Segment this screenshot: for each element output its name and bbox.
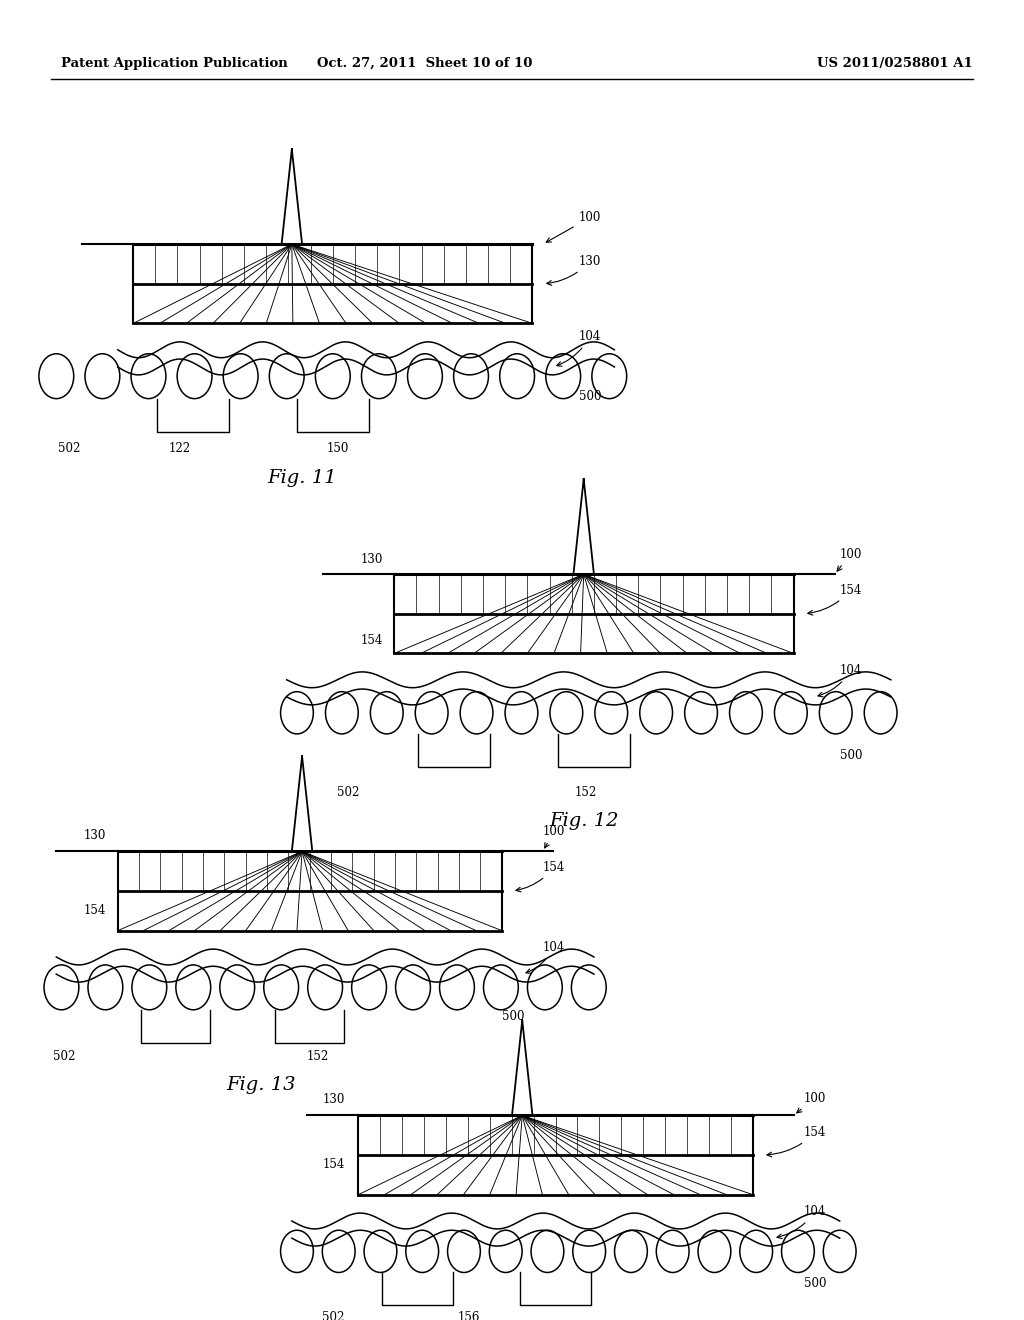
Text: 122: 122	[168, 442, 190, 455]
Text: 130: 130	[323, 1093, 345, 1106]
Text: 500: 500	[804, 1276, 826, 1290]
Text: 500: 500	[579, 389, 601, 403]
Text: 150: 150	[327, 442, 349, 455]
Text: 500: 500	[502, 1010, 524, 1023]
Text: 130: 130	[84, 829, 106, 842]
Text: 156: 156	[458, 1311, 480, 1320]
Text: US 2011/0258801 A1: US 2011/0258801 A1	[817, 57, 973, 70]
Text: 100: 100	[837, 548, 862, 572]
Text: 104: 104	[777, 1205, 826, 1238]
Text: 502: 502	[322, 1311, 344, 1320]
Text: 100: 100	[546, 211, 601, 243]
Text: 502: 502	[53, 1049, 76, 1063]
Text: 154: 154	[808, 583, 862, 615]
Text: 104: 104	[526, 941, 565, 973]
Text: 500: 500	[840, 748, 862, 762]
Text: Oct. 27, 2011  Sheet 10 of 10: Oct. 27, 2011 Sheet 10 of 10	[317, 57, 532, 70]
Text: 502: 502	[58, 442, 81, 455]
Text: 152: 152	[574, 785, 597, 799]
Text: 154: 154	[767, 1126, 826, 1156]
Text: 152: 152	[306, 1049, 329, 1063]
Text: 154: 154	[323, 1158, 345, 1171]
Text: 104: 104	[818, 664, 862, 697]
Text: Fig. 12: Fig. 12	[549, 812, 618, 830]
Text: 154: 154	[360, 634, 383, 647]
Text: 104: 104	[557, 330, 601, 366]
Text: Patent Application Publication: Patent Application Publication	[61, 57, 288, 70]
Text: 130: 130	[547, 255, 601, 285]
Text: 130: 130	[360, 553, 383, 566]
Text: 502: 502	[337, 785, 359, 799]
Text: Fig. 11: Fig. 11	[267, 469, 337, 487]
Text: Fig. 13: Fig. 13	[226, 1076, 296, 1094]
Text: 100: 100	[543, 825, 565, 847]
Text: 154: 154	[84, 904, 106, 917]
Text: 154: 154	[516, 861, 565, 892]
Text: 100: 100	[797, 1092, 826, 1113]
